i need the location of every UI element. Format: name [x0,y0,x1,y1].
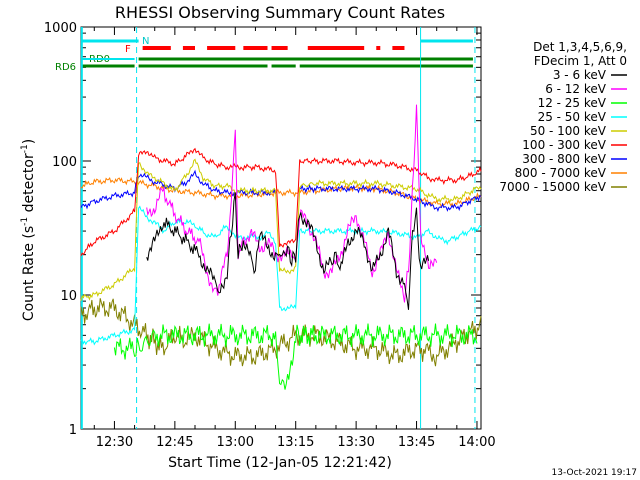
legend-header-1: Det 1,3,4,5,6,9, [533,40,627,54]
flag-label-n: N [142,36,149,47]
x-tick-label: 13:45 [398,435,435,450]
y-axis-label-main: Count Rate (s [21,226,37,321]
axis-ticks: 12:30 12:45 13:00 13:15 13:30 13:45 14:00 1 10 10… [44,21,496,450]
series-line-3 [80,205,482,346]
series-line-0 [146,192,430,310]
y-tick-label: 1 [69,423,77,438]
flag-label-f: F [125,44,131,55]
timestamp: 13-Oct-2021 19:17 [552,468,637,478]
legend: Det 1,3,4,5,6,9, FDecim 1, Att 0 3 - 6 k… [499,40,627,194]
y-tick-label: 1000 [44,21,77,36]
legend-entry-label: 100 - 300 keV [522,138,606,152]
legend-entry-label: 25 - 50 keV [538,110,607,124]
legend-entry-label: 7000 - 15000 keV [499,180,606,194]
y-axis-label-mid: detector [21,153,37,217]
y-axis-label-sup2: -1 [20,144,30,153]
y-axis-label-end: ) [21,139,37,144]
x-tick-label: 13:15 [277,435,314,450]
legend-entry-label: 50 - 100 keV [530,124,607,138]
legend-entry-label: 300 - 800 keV [522,152,606,166]
y-axis-label-sup1: -1 [20,217,30,226]
series-line-8 [80,298,482,367]
series-line-4 [80,158,482,301]
flag-label-rd6: RD6 [55,62,76,73]
series-line-2 [113,323,478,390]
legend-entry-label: 12 - 25 keV [538,96,607,110]
x-tick-label: 12:45 [156,435,193,450]
y-axis-label: Count Rate (s-1 detector-1) [20,139,37,321]
y-tick-label: 10 [60,289,77,304]
series-lines [80,104,482,390]
x-tick-label: 13:30 [337,435,374,450]
x-tick-label: 13:00 [217,435,254,450]
series-line-1 [146,104,438,303]
legend-entry-label: 6 - 12 keV [545,82,607,96]
legend-header-2: FDecim 1, Att 0 [534,54,627,68]
x-axis-label: Start Time (12-Jan-05 12:21:42) [168,455,392,471]
legend-entry-label: 3 - 6 keV [553,68,607,82]
x-tick-label: 12:30 [96,435,133,450]
x-tick-label: 14:00 [458,435,495,450]
legend-entry-label: 800 - 7000 keV [515,166,607,180]
series-line-7 [80,176,482,209]
y-tick-label: 100 [52,155,77,170]
chart-title: RHESSI Observing Summary Count Rates [115,3,445,22]
